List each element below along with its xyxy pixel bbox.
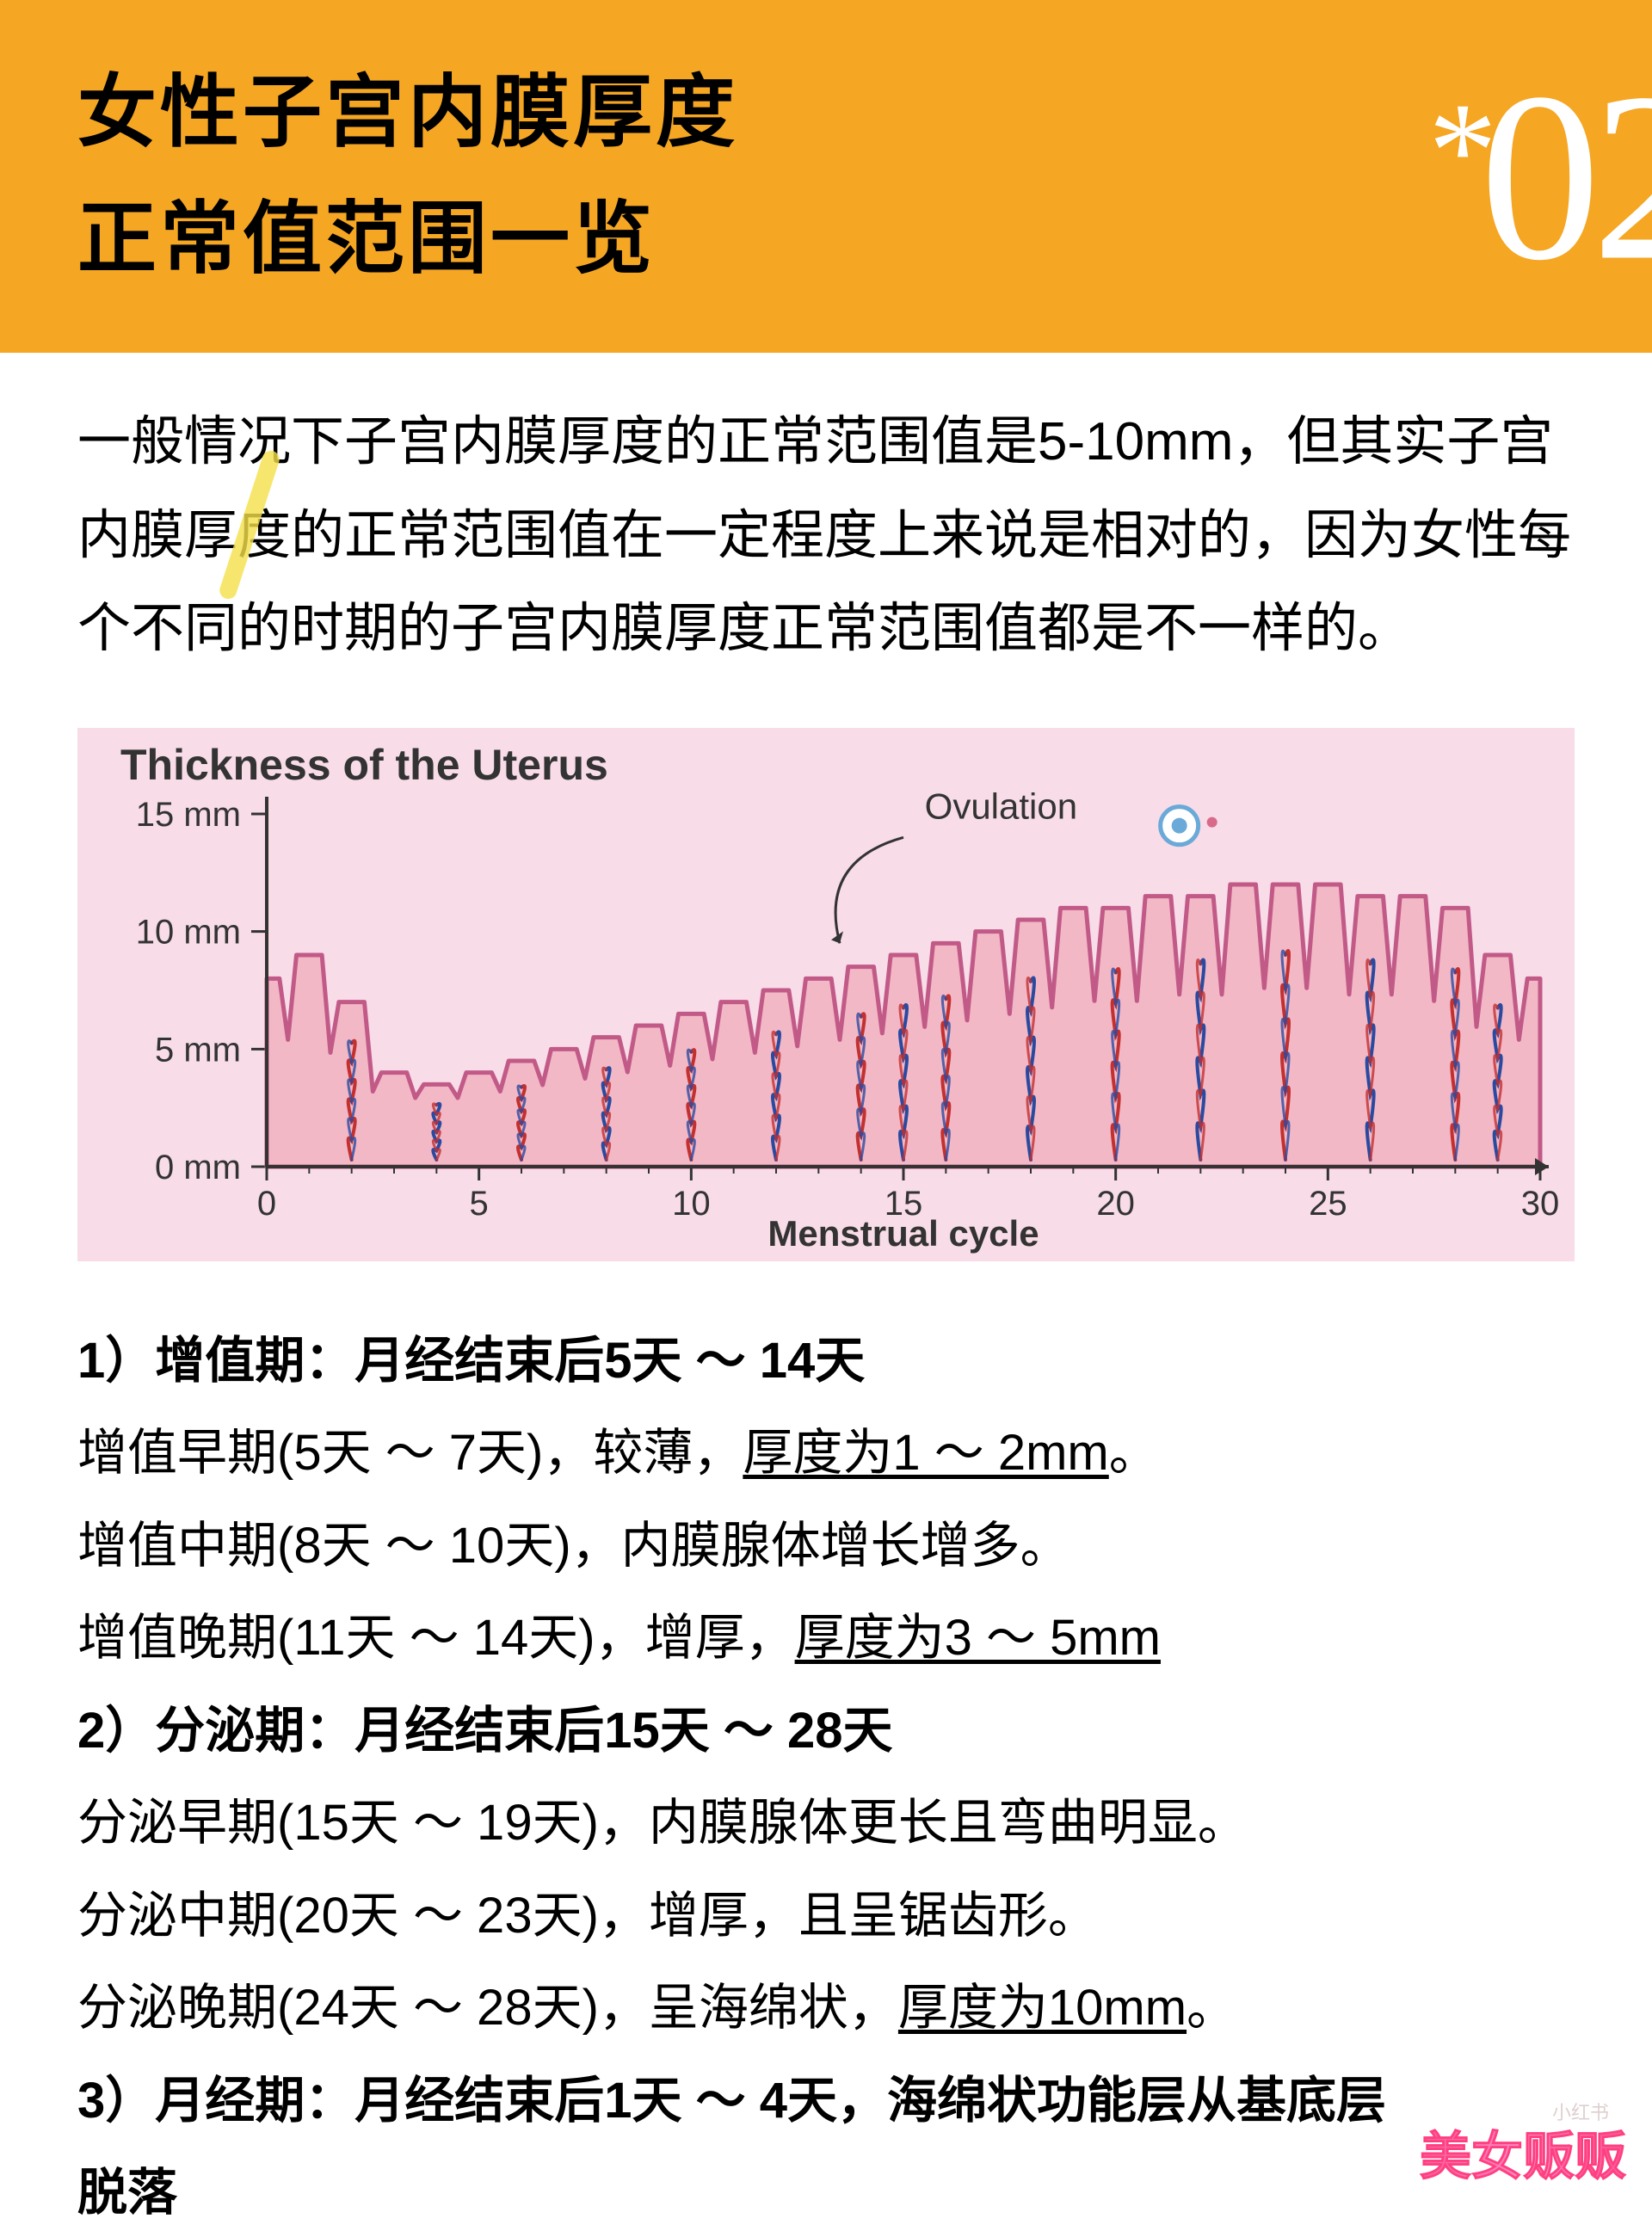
number-digits: 02 — [1480, 38, 1652, 316]
svg-text:Ovulation: Ovulation — [925, 786, 1077, 826]
svg-text:20: 20 — [1096, 1185, 1135, 1223]
asterisk-icon: * — [1428, 71, 1489, 231]
phase1-heading: 1）增值期：月经结束后5天 ～ 14天 — [77, 1333, 865, 1389]
svg-text:15 mm: 15 mm — [136, 796, 241, 834]
svg-text:25: 25 — [1309, 1185, 1347, 1223]
svg-text:5: 5 — [470, 1185, 489, 1223]
page-number: *02 — [1428, 38, 1652, 316]
svg-text:0 mm: 0 mm — [155, 1149, 241, 1186]
phase2-heading: 2）分泌期：月经结束后15天 ～ 28天 — [77, 1703, 893, 1759]
thickness-chart: Thickness of the Uterus 15 mm 10 mm 5 mm 0 m… — [77, 728, 1575, 1266]
svg-text:30: 30 — [1521, 1185, 1560, 1223]
intro-text: 一般情况下子宫内膜厚度的正常范围值是5-10mm，但其实子宫内膜厚度的正常范围值… — [77, 412, 1571, 658]
chart-svg: Thickness of the Uterus 15 mm 10 mm 5 mm 0 m… — [77, 728, 1575, 1261]
svg-text:0: 0 — [257, 1185, 276, 1223]
phase1-line2: 增值中期(8天 ～ 10天)，内膜腺体增长增多。 — [77, 1502, 1575, 1590]
phase2-line3: 分泌晚期(24天 ～ 28天)，呈海绵状，厚度为10mm。 — [77, 1964, 1575, 2052]
svg-text:10 mm: 10 mm — [136, 913, 241, 951]
svg-text:5 mm: 5 mm — [155, 1031, 241, 1069]
phase3-line1: 脱落 — [77, 2165, 177, 2221]
title-line-1: 女性子宫内膜厚度 — [77, 50, 738, 176]
watermark-main: 美女贩贩 — [1420, 2115, 1626, 2190]
intro-paragraph: 一般情况下子宫内膜厚度的正常范围值是5-10mm，但其实子宫内膜厚度的正常范围值… — [0, 353, 1652, 711]
page-title: 女性子宫内膜厚度 正常值范围一览 — [77, 50, 738, 303]
svg-text:Thickness of the Uterus: Thickness of the Uterus — [120, 741, 608, 789]
svg-text:Menstrual cycle: Menstrual cycle — [767, 1213, 1039, 1254]
header-banner: 女性子宫内膜厚度 正常值范围一览 *02 — [0, 0, 1652, 353]
phase2-line1: 分泌早期(15天 ～ 19天)，内膜腺体更长且弯曲明显。 — [77, 1779, 1575, 1867]
phase1-line1: 增值早期(5天 ～ 7天)，较薄，厚度为1 ～ 2mm。 — [77, 1409, 1575, 1497]
phase1-line3: 增值晚期(11天 ～ 14天)，增厚，厚度为3 ～ 5mm — [77, 1594, 1575, 1682]
phase2-line2: 分泌中期(20天 ～ 23天)，增厚，且呈锯齿形。 — [77, 1872, 1575, 1960]
phase-descriptions: 1）增值期：月经结束后5天 ～ 14天 增值早期(5天 ～ 7天)，较薄，厚度为… — [0, 1283, 1652, 2237]
phase3-heading: 3）月经期：月经结束后1天 ～ 4天，海绵状功能层从基底层 — [77, 2073, 1386, 2129]
title-line-2: 正常值范围一览 — [77, 176, 738, 303]
svg-text:10: 10 — [672, 1185, 711, 1223]
